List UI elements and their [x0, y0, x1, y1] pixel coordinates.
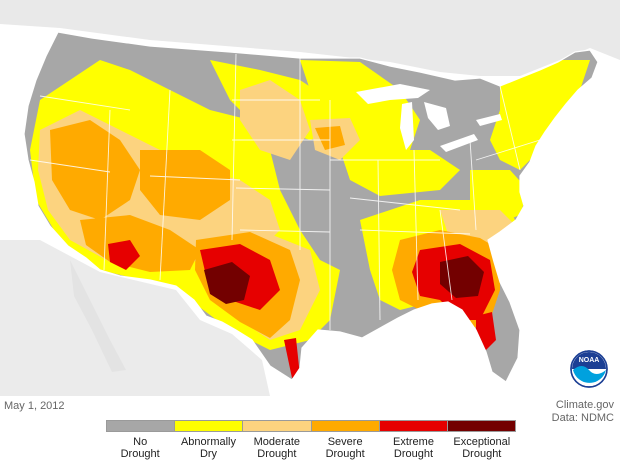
credit-source: Climate.gov	[555, 399, 614, 411]
credit-data: Data: NDMC	[551, 412, 614, 424]
exceptional-georgia	[440, 256, 484, 298]
drought-map-canvas	[0, 0, 620, 396]
drought-map: NOAA	[0, 0, 620, 396]
legend-labels: No Drought Abnormally Dry Moderate Drought …	[106, 436, 516, 460]
severe-four-corners	[140, 150, 230, 220]
dry-midwest-band	[340, 150, 460, 196]
state-borders	[29, 53, 541, 330]
legend-swatch-severe	[310, 421, 379, 431]
lake-michigan	[400, 102, 414, 150]
us-outline	[23, 31, 599, 383]
legend: No Drought Abnormally Dry Moderate Drought …	[106, 420, 516, 460]
lake-huron	[424, 102, 450, 130]
noaa-logo-text: NOAA	[578, 357, 600, 364]
legend-label-abnormally-dry: Abnormally Dry	[180, 436, 236, 460]
baja-landmass	[70, 260, 126, 372]
legend-swatch-moderate	[242, 421, 311, 431]
mexico-landmass	[0, 240, 270, 396]
dry-northeast	[490, 60, 590, 170]
exceptional-texas	[204, 262, 250, 304]
lake-erie	[440, 134, 478, 152]
legend-label-extreme: Extreme Drought	[392, 436, 434, 460]
map-date: May 1, 2012	[4, 400, 65, 412]
legend-label-no-drought: No Drought	[120, 436, 160, 460]
legend-swatch-abnormally-dry	[174, 421, 243, 431]
canada-landmass	[0, 0, 620, 76]
extreme-texas-coast	[284, 338, 300, 378]
legend-color-bar	[106, 420, 516, 432]
legend-label-severe: Severe Drought	[325, 436, 365, 460]
legend-swatch-extreme	[378, 421, 447, 431]
noaa-logo: NOAA	[570, 350, 608, 388]
legend-label-exceptional: Exceptional Drought	[453, 436, 511, 460]
legend-label-moderate: Moderate Drought	[253, 436, 301, 460]
legend-swatch-exceptional	[446, 421, 516, 431]
legend-swatch-no-drought	[107, 421, 175, 431]
lake-superior	[356, 84, 430, 104]
lake-ontario	[476, 114, 502, 126]
extreme-arizona	[108, 240, 140, 270]
credit: Climate.gov Data: NDMC	[552, 399, 614, 425]
